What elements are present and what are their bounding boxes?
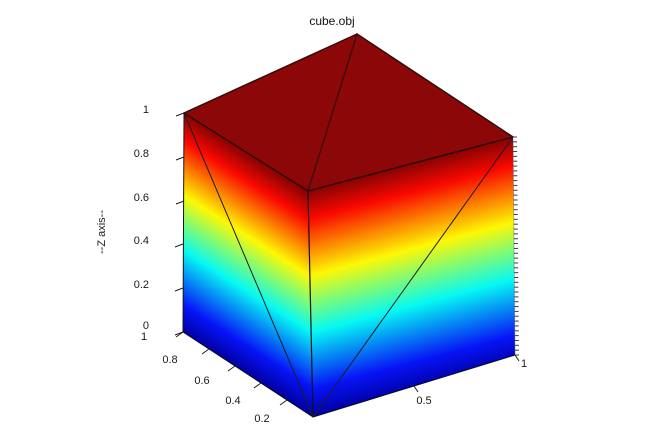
y-axis-tick-label: 0.2 [254,413,269,425]
y-axis-tick [253,382,262,389]
mesh-edge-BC [356,33,514,138]
y-axis-tick [201,348,210,355]
y-axis-tick-label: 0.4 [225,395,240,407]
mesh-edge-DA [183,112,309,192]
x-axis-tick [413,385,419,393]
mesh-edge-EF [182,331,314,418]
mesh-edge-CF [312,136,514,418]
y-axis: 1 0.8 0.6 0.4 0.2 [141,331,288,425]
z-axis-tick [175,200,185,205]
z-axis-tick-label: 0.2 [134,279,149,291]
x-axis-tick-label: 0.5 [416,395,431,407]
y-axis-tick-label: 0.6 [194,375,209,387]
y-axis-tick [227,365,236,372]
mesh-edge-DF [307,190,314,418]
z-axis-tick-label: 0.6 [134,192,149,204]
cube-top-face [184,34,513,191]
mesh-edge-CD [307,136,514,192]
z-axis-tick [174,287,184,292]
y-axis-tick-label: 1 [141,331,147,343]
mesh-edge-AE [182,112,185,333]
mesh-edge-AF [183,112,314,418]
z-axis-tick-label: 0 [143,320,149,332]
z-axis-tick [175,112,185,117]
x-axis: 0.51 [413,354,527,407]
mesh-edge-AB [183,33,358,114]
x-axis-tick [514,354,520,362]
y-axis-tick-label: 0.8 [162,354,177,366]
z-axis-tick-label: 0.8 [134,148,149,160]
y-axis-tick [175,331,184,338]
mesh-edge-BD [307,33,358,192]
y-axis-tick [279,399,288,406]
right-edge-tick-marks [513,136,519,356]
z-axis-tick [174,243,184,248]
mesh-edge-CG [512,136,516,356]
z-axis: 1 0.8 0.6 0.4 0.2 0 [134,104,185,336]
z-axis-tick-label: 1 [143,104,149,116]
z-axis-tick [175,156,185,161]
z-axis-tick-label: 0.4 [134,235,149,247]
x-axis-tick-label: 1 [521,358,527,370]
